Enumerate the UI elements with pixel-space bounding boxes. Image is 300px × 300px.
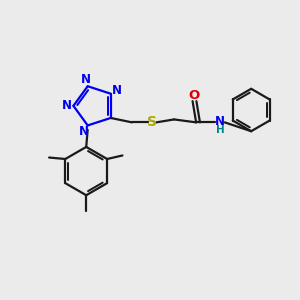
Text: N: N <box>112 84 122 97</box>
Text: O: O <box>188 89 200 102</box>
Text: N: N <box>79 125 89 138</box>
Text: H: H <box>216 125 225 135</box>
Text: N: N <box>62 99 72 112</box>
Text: N: N <box>215 115 225 128</box>
Text: N: N <box>81 73 91 86</box>
Text: S: S <box>147 116 157 129</box>
